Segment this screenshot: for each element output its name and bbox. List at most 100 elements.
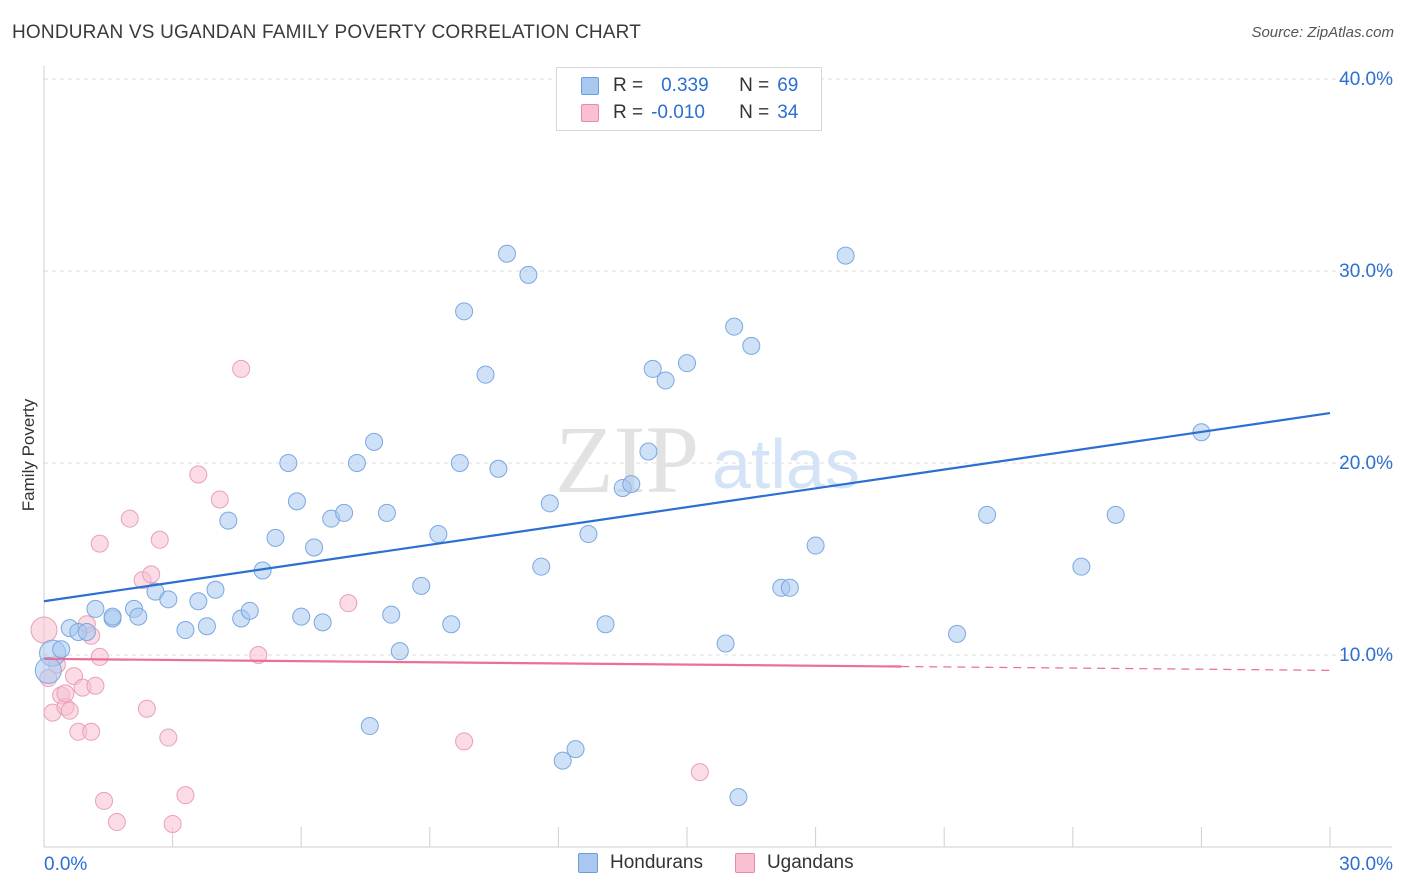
- hondurans-point: [553, 751, 572, 770]
- watermark: ZIP atlas: [555, 406, 860, 513]
- legend-swatch-hondurans: [581, 77, 599, 95]
- hondurans-point: [540, 494, 559, 513]
- y-axis-label: Family Poverty: [19, 398, 38, 511]
- ugandans-point: [232, 359, 251, 378]
- legend-item-hondurans[interactable]: Hondurans: [578, 852, 703, 874]
- correlation-legend: R = 0.339 N = 69 R = -0.010 N = 34: [556, 67, 822, 131]
- hondurans-point: [159, 590, 178, 609]
- ugandans-point: [82, 722, 101, 741]
- hondurans-point: [716, 634, 735, 653]
- hondurans-point: [948, 624, 967, 643]
- ugandans-point: [142, 565, 161, 584]
- ugandans-point: [86, 676, 105, 695]
- hondurans-point: [497, 244, 516, 263]
- hondurans-point: [292, 607, 311, 626]
- watermark-atlas: atlas: [712, 425, 860, 503]
- hondurans-point: [489, 459, 508, 478]
- hondurans-point: [476, 365, 495, 384]
- legend-item-ugandans[interactable]: Ugandans: [734, 852, 854, 874]
- legend-n-label: N =: [739, 75, 770, 96]
- trend-lines: [43, 411, 1331, 671]
- ugandans-point: [690, 763, 709, 782]
- ugandans-point: [60, 701, 79, 720]
- ugandans-point: [95, 791, 114, 810]
- hondurans-point: [390, 642, 409, 661]
- y-tick-label: 30.0%: [1339, 261, 1393, 282]
- hondurans-point: [335, 503, 354, 522]
- hondurans-point: [52, 640, 71, 659]
- hondurans-point: [519, 265, 538, 284]
- hondurans-point: [725, 317, 744, 336]
- tick-labels: 10.0% 20.0% 30.0% 40.0% 0.0% 30.0%: [44, 69, 1393, 875]
- legend-n-value: 69: [777, 75, 799, 96]
- hondurans-point: [656, 371, 675, 390]
- ugandans-point: [56, 684, 75, 703]
- watermark-zip: ZIP: [555, 406, 699, 513]
- legend-label-hondurans: Hondurans: [610, 852, 703, 873]
- hondurans-point: [266, 528, 285, 547]
- hondurans-point: [240, 601, 259, 620]
- hondurans-point: [189, 592, 208, 611]
- ugandans-point: [339, 594, 358, 613]
- ugandans-point: [120, 509, 139, 528]
- hondurans-point: [279, 454, 298, 472]
- hondurans-point: [219, 511, 238, 530]
- hondurans-point: [566, 740, 585, 759]
- hondurans-point: [382, 605, 401, 624]
- hondurans-trend-line: [43, 411, 1331, 603]
- hondurans-point: [360, 717, 379, 736]
- hondurans-point: [450, 454, 469, 472]
- hondurans-point: [978, 505, 997, 524]
- ugandans-point: [30, 616, 58, 644]
- ugandans-point: [176, 786, 195, 805]
- hondurans-point: [1072, 557, 1091, 576]
- ugandans-point: [90, 647, 109, 666]
- hondurans-point: [34, 656, 62, 684]
- axes: [43, 66, 1392, 848]
- ugandans-point: [150, 530, 169, 549]
- legend-r-value: -0.010: [651, 102, 705, 123]
- hondurans-point: [313, 613, 332, 632]
- hondurans-point: [129, 607, 148, 626]
- x-tick-label: 30.0%: [1339, 854, 1393, 875]
- legend-swatch-ugandans: [581, 104, 599, 122]
- hondurans-point: [678, 354, 696, 373]
- chart-title: HONDURAN VS UGANDAN FAMILY POVERTY CORRE…: [12, 22, 642, 43]
- hondurans-point: [365, 432, 384, 451]
- hondurans-point: [86, 599, 105, 618]
- hondurans-point: [412, 576, 431, 595]
- hondurans-point: [442, 615, 461, 634]
- hondurans-point: [103, 607, 122, 626]
- hondurans-point: [579, 525, 598, 544]
- hondurans-point: [742, 336, 761, 355]
- legend-row-ugandans: R = -0.010 N = 34: [581, 101, 798, 125]
- ugandans-point: [249, 646, 268, 664]
- hondurans-point: [77, 622, 96, 641]
- y-tick-label: 10.0%: [1339, 645, 1393, 666]
- ugandans-point: [455, 732, 474, 751]
- legend-r-label: R =: [613, 75, 644, 96]
- hondurans-point: [836, 246, 855, 265]
- legend-row-hondurans: R = 0.339 N = 69: [581, 74, 798, 98]
- hondurans-point: [596, 615, 615, 634]
- ugandans-point: [189, 465, 208, 484]
- hondurans-point: [622, 475, 641, 494]
- hondurans-points: [34, 244, 1211, 807]
- ugandans-point: [107, 813, 126, 832]
- y-tick-label: 40.0%: [1339, 69, 1393, 90]
- hondurans-point: [806, 536, 825, 555]
- hondurans-point: [347, 454, 366, 472]
- y-tick-label: 20.0%: [1339, 453, 1393, 474]
- ugandans-trend-extension: [901, 665, 1331, 671]
- hondurans-point: [532, 557, 551, 576]
- hondurans-point: [429, 525, 448, 544]
- x-tick-label: 0.0%: [44, 854, 87, 875]
- hondurans-point: [1106, 505, 1125, 524]
- hondurans-point: [455, 302, 474, 321]
- hondurans-point: [639, 442, 658, 461]
- legend-swatch-hondurans: [578, 853, 598, 873]
- ugandans-points: [30, 359, 709, 833]
- hondurans-point: [780, 578, 799, 597]
- ugandans-point: [137, 699, 156, 718]
